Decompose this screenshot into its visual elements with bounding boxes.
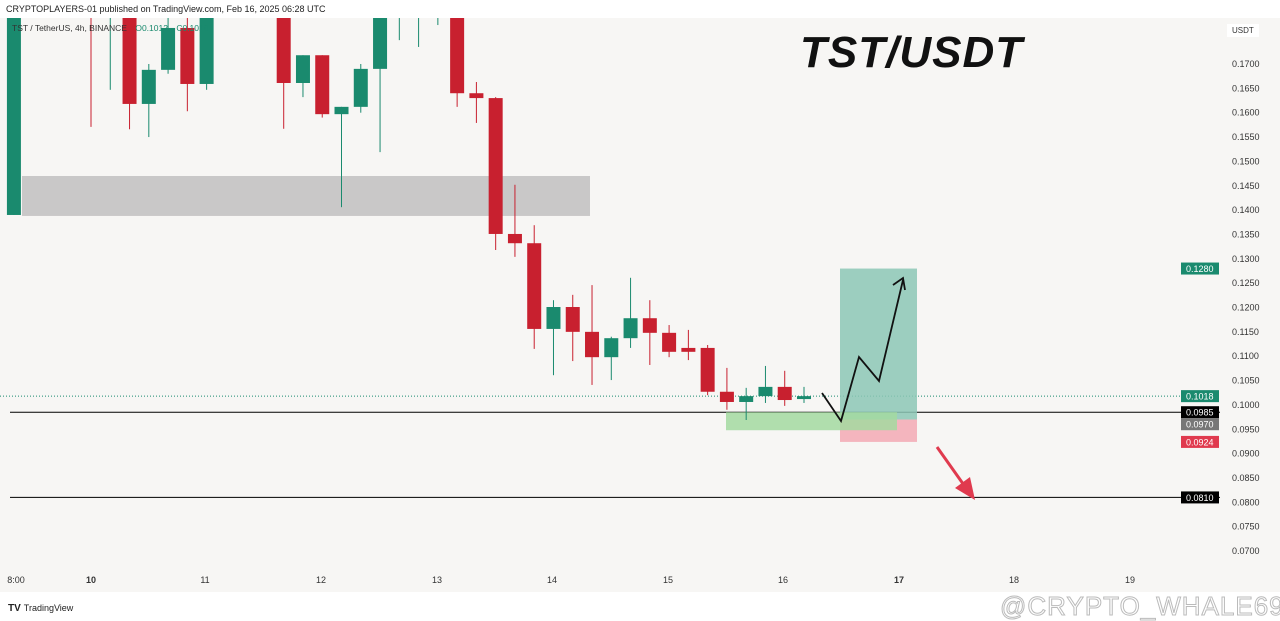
candle-up (161, 27, 176, 70)
price-tick-label: 0.1100 (1232, 351, 1259, 361)
price-tick-label: 0.0750 (1232, 522, 1260, 532)
price-tick-label: 0.0950 (1232, 424, 1260, 434)
price-tick-label: 0.1600 (1232, 108, 1260, 118)
projection-path (821, 279, 904, 424)
tv-logo-text: TradingView (23, 603, 74, 613)
candle-down (777, 386, 792, 401)
close-value: C0.1018 (176, 23, 209, 33)
candle-up (373, 18, 388, 69)
candle-down (180, 27, 195, 84)
time-tick-label: 8:00 (7, 575, 25, 585)
price-tick-label: 0.1450 (1232, 181, 1260, 191)
candle-up (334, 106, 349, 115)
price-tick-label: 0.1700 (1232, 59, 1260, 69)
candle-down (585, 331, 600, 358)
candle-down (527, 243, 542, 329)
time-tick-label: 13 (432, 575, 442, 585)
price-tick-label: 0.0700 (1232, 546, 1260, 556)
time-tick-label: 11 (200, 575, 209, 585)
price-tick-label: 0.0800 (1232, 497, 1260, 507)
price-label-bg (1181, 262, 1219, 275)
candle-up (141, 69, 156, 104)
candle-down (662, 332, 677, 352)
candle-down (315, 55, 330, 115)
candle-up (604, 338, 619, 358)
candle-down (450, 18, 465, 94)
candle-down (276, 18, 291, 83)
time-tick-label: 14 (547, 575, 557, 585)
price-tick-label: 0.1500 (1232, 156, 1260, 166)
candle-up (295, 55, 310, 83)
candle-up (796, 396, 811, 400)
price-label-bg (1181, 435, 1219, 448)
price-tick-label: 0.1650 (1232, 83, 1260, 93)
currency-unit[interactable]: USDT (1227, 24, 1259, 37)
candle-up (199, 18, 214, 84)
candle-down (565, 307, 580, 332)
arrow-up-icon (892, 276, 906, 291)
price-label: 0.1018 (1186, 392, 1214, 402)
watermark: @CRYPTO_WHALE69 (1000, 591, 1280, 621)
candle-up (6, 18, 21, 215)
price-tick-label: 0.1000 (1232, 400, 1260, 410)
price-tick-label: 0.1200 (1232, 303, 1260, 313)
tradingview-logo: TV TradingView (8, 603, 73, 614)
price-tick-label: 0.0900 (1232, 449, 1260, 459)
price-tick-label: 0.1250 (1232, 278, 1260, 288)
plot-area (0, 18, 1220, 500)
price-label-bg (1181, 406, 1219, 419)
price-tick-label: 0.0850 (1232, 473, 1260, 483)
plot-bg (0, 18, 1220, 570)
candle-up (546, 307, 561, 329)
symbol-name: TST / TetherUS, 4h, BINANCE (12, 23, 127, 33)
candle-down (507, 233, 522, 244)
candle-up (353, 68, 368, 107)
price-label: 0.0970 (1186, 420, 1214, 430)
time-tick-label: 16 (778, 575, 788, 585)
price-tick-label: 0.1550 (1232, 132, 1260, 142)
price-axis-bg (1220, 18, 1280, 570)
price-tick-label: 0.1400 (1232, 205, 1260, 215)
down-arrow-line (935, 446, 968, 489)
candle-up (623, 318, 638, 339)
price-label-bg (1181, 418, 1219, 431)
price-label-bg (1181, 491, 1219, 504)
candle-down (469, 93, 484, 99)
candle-down (700, 347, 715, 392)
price-tick-label: 0.1150 (1232, 327, 1259, 337)
candle-down (681, 347, 696, 352)
price-label: 0.0924 (1186, 437, 1214, 447)
resistance-zone (22, 176, 590, 216)
candle-up (739, 396, 754, 402)
price-tick-label: 0.1350 (1232, 229, 1260, 239)
price-tick-label: 0.1050 (1232, 376, 1260, 386)
price-tick-label: 0.1300 (1232, 254, 1260, 264)
candle-down (642, 318, 657, 333)
price-label-bg (1181, 390, 1219, 403)
entry-zone (726, 412, 897, 431)
candle-down (122, 18, 137, 104)
publish-info: CRYPTOPLAYERS-01 published on TradingVie… (6, 4, 326, 14)
arrow-down-icon (955, 477, 975, 500)
tv-logo-icon: TV (8, 603, 21, 614)
candle-down (719, 391, 734, 402)
price-label: 0.0810 (1186, 493, 1214, 503)
symbol-legend: TST / TetherUS, 4h, BINANCE O0.1012 C0.1… (12, 23, 208, 33)
time-tick-label: 18 (1009, 575, 1019, 585)
candle-up (758, 386, 773, 397)
candle-down (488, 98, 503, 234)
price-label: 0.1280 (1186, 264, 1214, 274)
price-label: 0.0985 (1186, 408, 1214, 418)
time-tick-label: 15 (663, 575, 673, 585)
time-tick-label: 17 (894, 575, 904, 585)
take-profit-zone (840, 268, 917, 420)
time-axis-bg (0, 570, 1280, 592)
time-tick-label: 12 (316, 575, 326, 585)
time-tick-label: 19 (1125, 575, 1135, 585)
open-value: O0.1012 (135, 23, 168, 33)
time-tick-label: 10 (86, 575, 96, 585)
chart-title: TST/USDT (800, 28, 1024, 77)
